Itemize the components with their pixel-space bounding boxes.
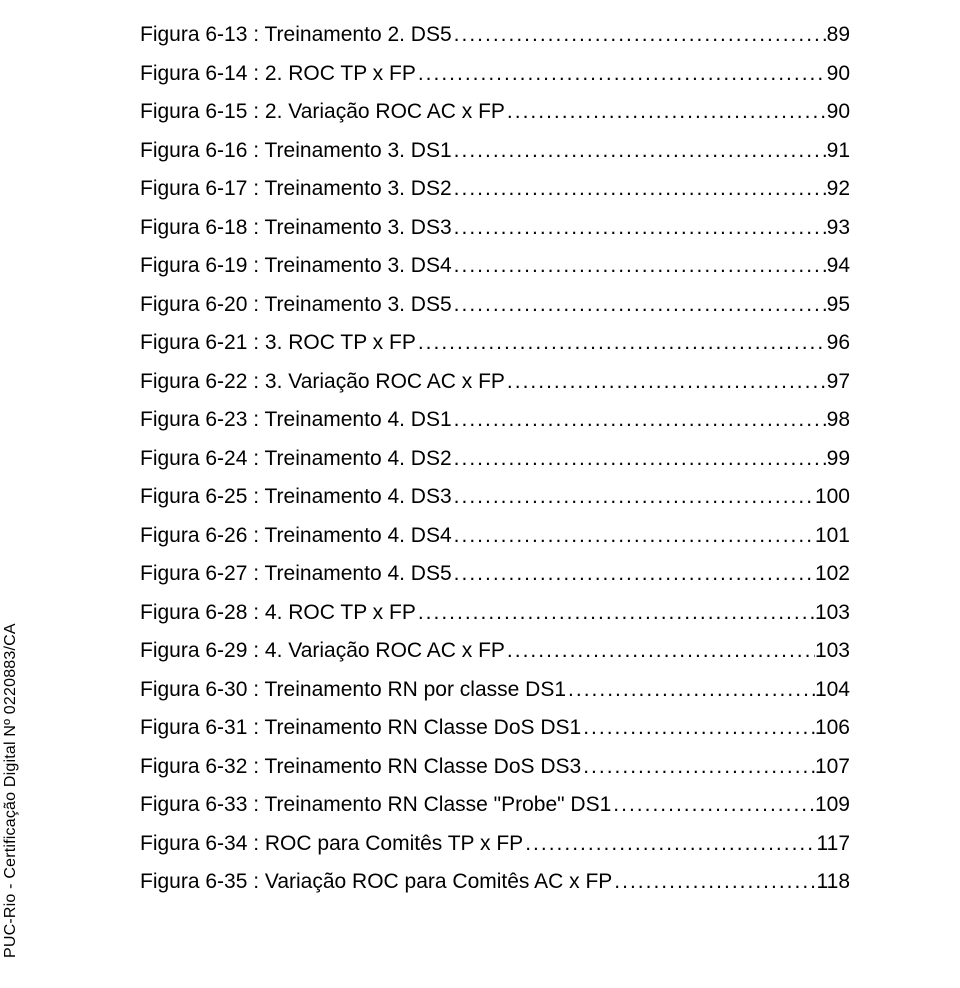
- toc-line: Figura 6-15 : 2. Variação ROC AC x FP 90: [140, 101, 850, 122]
- toc-entry-page: 98: [827, 409, 850, 430]
- toc-entry-label: Figura 6-23 : Treinamento 4. DS1: [140, 409, 452, 430]
- toc-line: Figura 6-33 : Treinamento RN Classe "Pro…: [140, 794, 850, 815]
- toc-entry-page: 94: [827, 255, 850, 276]
- toc-line: Figura 6-14 : 2. ROC TP x FP 90: [140, 63, 850, 84]
- toc-line: Figura 6-26 : Treinamento 4. DS4 101: [140, 525, 850, 546]
- toc-entry-label: Figura 6-24 : Treinamento 4. DS2: [140, 448, 452, 469]
- toc-entry-page: 118: [817, 871, 850, 892]
- toc-line: Figura 6-20 : Treinamento 3. DS5 95: [140, 294, 850, 315]
- toc-line: Figura 6-27 : Treinamento 4. DS5 102: [140, 563, 850, 584]
- toc-leader-dots: [452, 486, 815, 507]
- toc-entry-page: 104: [815, 679, 850, 700]
- toc-line: Figura 6-34 : ROC para Comitês TP x FP 11…: [140, 833, 850, 854]
- toc-line: Figura 6-30 : Treinamento RN por classe …: [140, 679, 850, 700]
- toc-line: Figura 6-18 : Treinamento 3. DS3 93: [140, 217, 850, 238]
- toc-entry-label: Figura 6-30 : Treinamento RN por classe …: [140, 679, 566, 700]
- toc-entry-label: Figura 6-35 : Variação ROC para Comitês …: [140, 871, 612, 892]
- toc-entry-page: 100: [815, 486, 850, 507]
- certification-side-label: PUC-Rio - Certificação Digital Nº 022088…: [2, 623, 20, 958]
- toc-leader-dots: [452, 563, 815, 584]
- toc-leader-dots: [452, 294, 827, 315]
- toc-leader-dots: [505, 101, 827, 122]
- toc-leader-dots: [416, 63, 827, 84]
- toc-entry-page: 106: [815, 717, 850, 738]
- toc-leader-dots: [452, 525, 815, 546]
- toc-entry-label: Figura 6-29 : 4. Variação ROC AC x FP: [140, 640, 505, 661]
- toc-entry-page: 92: [827, 178, 850, 199]
- toc-entry-label: Figura 6-16 : Treinamento 3. DS1: [140, 140, 452, 161]
- table-of-contents: Figura 6-13 : Treinamento 2. DS589Figura…: [140, 24, 850, 892]
- toc-line: Figura 6-35 : Variação ROC para Comitês …: [140, 871, 850, 892]
- toc-entry-page: 117: [817, 833, 850, 854]
- toc-leader-dots: [452, 448, 827, 469]
- toc-entry-label: Figura 6-18 : Treinamento 3. DS3: [140, 217, 452, 238]
- toc-line: Figura 6-24 : Treinamento 4. DS2 99: [140, 448, 850, 469]
- toc-leader-dots: [452, 24, 827, 45]
- toc-entry-label: Figura 6-32 : Treinamento RN Classe DoS …: [140, 756, 581, 777]
- toc-line: Figura 6-13 : Treinamento 2. DS5 89: [140, 24, 850, 45]
- toc-leader-dots: [505, 640, 815, 661]
- toc-leader-dots: [452, 217, 827, 238]
- toc-entry-page: 102: [815, 563, 850, 584]
- toc-line: Figura 6-32 : Treinamento RN Classe DoS …: [140, 756, 850, 777]
- toc-entry-page: 90: [827, 63, 850, 84]
- toc-line: Figura 6-19 : Treinamento 3. DS4 94: [140, 255, 850, 276]
- toc-entry-label: Figura 6-22 : 3. Variação ROC AC x FP: [140, 371, 505, 392]
- toc-leader-dots: [452, 255, 827, 276]
- toc-entry-page: 93: [827, 217, 850, 238]
- toc-entry-label: Figura 6-13 : Treinamento 2. DS5: [140, 24, 452, 45]
- toc-entry-page: 89: [827, 24, 850, 45]
- toc-entry-label: Figura 6-21 : 3. ROC TP x FP: [140, 332, 416, 353]
- toc-leader-dots: [452, 140, 827, 161]
- toc-entry-label: Figura 6-28 : 4. ROC TP x FP: [140, 602, 416, 623]
- toc-entry-label: Figura 6-15 : 2. Variação ROC AC x FP: [140, 101, 505, 122]
- toc-entry-label: Figura 6-27 : Treinamento 4. DS5: [140, 563, 452, 584]
- toc-leader-dots: [452, 178, 827, 199]
- toc-line: Figura 6-21 : 3. ROC TP x FP 96: [140, 332, 850, 353]
- toc-line: Figura 6-16 : Treinamento 3. DS1 91: [140, 140, 850, 161]
- toc-entry-page: 103: [815, 640, 850, 661]
- toc-entry-label: Figura 6-31 : Treinamento RN Classe DoS …: [140, 717, 581, 738]
- toc-entry-label: Figura 6-25 : Treinamento 4. DS3: [140, 486, 452, 507]
- toc-entry-label: Figura 6-26 : Treinamento 4. DS4: [140, 525, 452, 546]
- toc-entry-page: 96: [827, 332, 850, 353]
- toc-line: Figura 6-22 : 3. Variação ROC AC x FP 97: [140, 371, 850, 392]
- toc-leader-dots: [611, 794, 815, 815]
- toc-leader-dots: [523, 833, 816, 854]
- toc-leader-dots: [505, 371, 827, 392]
- toc-entry-page: 99: [827, 448, 850, 469]
- toc-leader-dots: [416, 332, 827, 353]
- toc-entry-page: 95: [827, 294, 850, 315]
- toc-line: Figura 6-23 : Treinamento 4. DS1 98: [140, 409, 850, 430]
- toc-entry-label: Figura 6-20 : Treinamento 3. DS5: [140, 294, 452, 315]
- toc-entry-page: 97: [827, 371, 850, 392]
- toc-entry-page: 90: [827, 101, 850, 122]
- toc-line: Figura 6-31 : Treinamento RN Classe DoS …: [140, 717, 850, 738]
- toc-entry-label: Figura 6-17 : Treinamento 3. DS2: [140, 178, 452, 199]
- toc-line: Figura 6-29 : 4. Variação ROC AC x FP 103: [140, 640, 850, 661]
- toc-entry-label: Figura 6-14 : 2. ROC TP x FP: [140, 63, 416, 84]
- toc-line: Figura 6-25 : Treinamento 4. DS3 100: [140, 486, 850, 507]
- toc-line: Figura 6-17 : Treinamento 3. DS2 92: [140, 178, 850, 199]
- toc-entry-page: 101: [815, 525, 850, 546]
- toc-entry-page: 103: [815, 602, 850, 623]
- toc-entry-page: 109: [815, 794, 850, 815]
- toc-entry-label: Figura 6-19 : Treinamento 3. DS4: [140, 255, 452, 276]
- toc-leader-dots: [416, 602, 815, 623]
- toc-line: Figura 6-28 : 4. ROC TP x FP 103: [140, 602, 850, 623]
- toc-leader-dots: [581, 756, 815, 777]
- toc-entry-page: 91: [827, 140, 850, 161]
- toc-entry-label: Figura 6-34 : ROC para Comitês TP x FP: [140, 833, 523, 854]
- toc-entry-label: Figura 6-33 : Treinamento RN Classe "Pro…: [140, 794, 611, 815]
- toc-leader-dots: [566, 679, 815, 700]
- toc-leader-dots: [452, 409, 827, 430]
- toc-leader-dots: [612, 871, 816, 892]
- toc-leader-dots: [581, 717, 815, 738]
- page-content: Figura 6-13 : Treinamento 2. DS589Figura…: [0, 0, 960, 892]
- toc-entry-page: 107: [815, 756, 850, 777]
